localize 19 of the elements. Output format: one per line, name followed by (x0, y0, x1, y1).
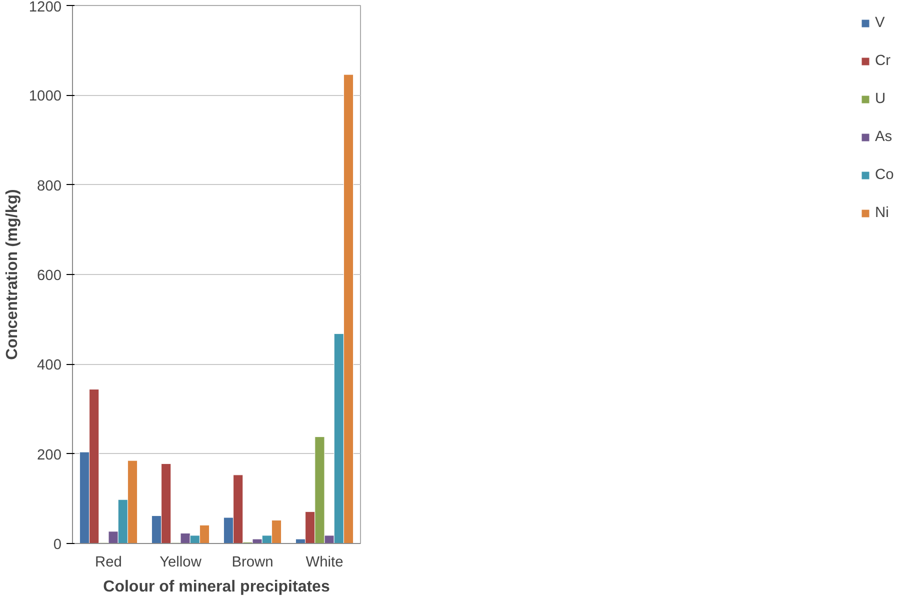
y-tick-label: 1200 (28, 0, 62, 16)
x-tick-label: Red (95, 554, 122, 570)
x-tick-label: Brown (232, 554, 274, 570)
y-tick-label: 0 (53, 537, 62, 553)
y-tick-label: 1000 (28, 88, 62, 105)
legend-label: As (875, 129, 894, 145)
y-axis-title: Concentration (mg/kg) (4, 189, 21, 360)
legend-label: Ni (875, 205, 890, 221)
x-tick-label: Yellow (160, 554, 202, 570)
legend-label: Co (875, 167, 895, 183)
legend-label: V (875, 15, 886, 31)
y-tick-label: 800 (37, 178, 62, 194)
y-tick-label: 400 (37, 358, 62, 374)
y-tick-label: 600 (37, 268, 62, 284)
x-tick-label: White (306, 554, 344, 570)
y-tick-label: 200 (37, 447, 62, 464)
legend-label: U (875, 91, 887, 107)
legend-label: Cr (875, 53, 892, 69)
x-axis-title: Colour of mineral precipitates (103, 578, 330, 596)
